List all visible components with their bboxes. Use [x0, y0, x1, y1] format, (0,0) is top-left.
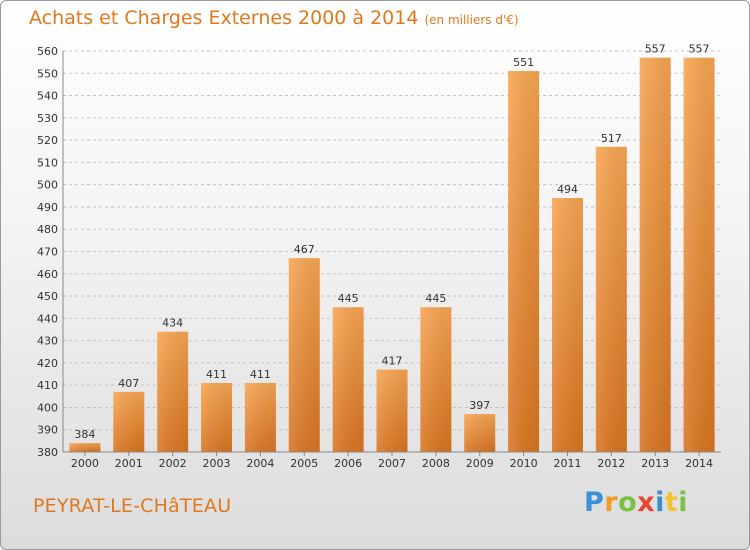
- bar-shade: [201, 382, 233, 452]
- y-tick-label: 410: [37, 379, 58, 392]
- y-tick-label: 400: [37, 401, 58, 414]
- bar-value-label: 517: [601, 132, 622, 145]
- bar-value-label: 494: [557, 183, 578, 196]
- bar-shade: [69, 443, 101, 452]
- logo-letter: x: [637, 487, 656, 518]
- chart-title-text: Achats et Charges Externes 2000 à 2014: [29, 7, 419, 29]
- x-tick-label: 2007: [378, 457, 406, 470]
- proxiti-logo: Proxiti: [584, 487, 688, 518]
- bar-value-label: 407: [118, 377, 139, 390]
- bar-shade: [376, 369, 408, 452]
- bar-value-label: 411: [206, 368, 227, 381]
- x-tick-label: 2012: [597, 457, 625, 470]
- y-tick-label: 480: [37, 223, 58, 236]
- y-tick-label: 500: [37, 179, 58, 192]
- logo-letter: o: [618, 487, 638, 518]
- x-tick-label: 2004: [246, 457, 274, 470]
- y-tick-label: 470: [37, 246, 58, 259]
- x-tick-label: 2006: [334, 457, 362, 470]
- logo-letter: P: [584, 487, 605, 518]
- bars-layer: 384 407 434 411 411 467 445 417 445 397 551 494 517 5…: [69, 43, 715, 453]
- x-tick-label: 2001: [115, 457, 143, 470]
- y-tick-label: 390: [37, 424, 58, 437]
- y-tick-label: 460: [37, 268, 58, 281]
- logo-letter: i: [678, 487, 689, 518]
- bar-value-label: 384: [74, 428, 95, 441]
- y-tick-label: 520: [37, 134, 58, 147]
- bar-value-label: 557: [645, 43, 666, 56]
- logo-letter: t: [664, 487, 679, 518]
- bar-shade: [332, 307, 364, 452]
- x-tick-label: 2003: [203, 457, 231, 470]
- bar-shade: [288, 258, 320, 452]
- unit-note: (en milliers d'€): [424, 13, 519, 27]
- bar-shade: [157, 331, 189, 452]
- bar-shade: [508, 71, 540, 453]
- bar-shade: [595, 146, 627, 453]
- bar-value-label: 411: [250, 368, 271, 381]
- chart-title: Achats et Charges Externes 2000 à 2014 (e…: [29, 7, 519, 29]
- bar-shade: [244, 382, 276, 452]
- x-tick-label: 2014: [685, 457, 713, 470]
- y-tick-label: 430: [37, 335, 58, 348]
- bar-value-label: 467: [294, 243, 315, 256]
- bar-value-label: 551: [513, 56, 534, 69]
- logo-letter: i: [655, 487, 665, 518]
- bar-shade: [683, 57, 715, 452]
- y-tick-label: 510: [37, 156, 58, 169]
- y-tick-label: 490: [37, 201, 58, 214]
- bar-value-label: 445: [425, 292, 446, 305]
- y-tick-label: 550: [37, 67, 58, 80]
- bar-value-label: 557: [689, 43, 710, 56]
- bar-shade: [639, 57, 671, 452]
- bar-shade: [420, 307, 452, 452]
- y-tick-label: 440: [37, 312, 58, 325]
- logo-letter: r: [604, 487, 619, 518]
- x-tick-label: 2010: [510, 457, 538, 470]
- bar-value-label: 445: [338, 292, 359, 305]
- y-tick-label: 420: [37, 357, 58, 370]
- bar-shade: [464, 414, 496, 452]
- bar-value-label: 417: [382, 355, 403, 368]
- y-tick-label: 380: [37, 446, 58, 459]
- x-tick-label: 2009: [466, 457, 494, 470]
- x-tick-label: 2000: [71, 457, 99, 470]
- x-tick-label: 2008: [422, 457, 450, 470]
- x-tick-label: 2005: [290, 457, 318, 470]
- x-tick-label: 2002: [159, 457, 187, 470]
- y-tick-label: 560: [37, 45, 58, 58]
- y-tick-label: 540: [37, 90, 58, 103]
- x-tick-label: 2011: [553, 457, 581, 470]
- bar-value-label: 434: [162, 317, 183, 330]
- y-tick-label: 450: [37, 290, 58, 303]
- x-tick-label: 2013: [641, 457, 669, 470]
- commune-name: PEYRAT-LE-CHâTEAU: [33, 495, 232, 517]
- bar-value-label: 397: [469, 399, 490, 412]
- y-tick-label: 530: [37, 112, 58, 125]
- bar-shade: [551, 198, 583, 452]
- bar-shade: [113, 391, 145, 452]
- axis-layer: 380 390 400 410 420 430 440 450 460 470 480 490 500 5…: [37, 45, 721, 470]
